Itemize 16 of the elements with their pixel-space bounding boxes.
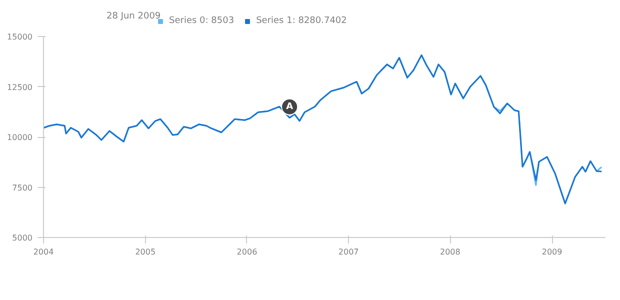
y-tick-label: 7500 [12,183,32,192]
x-tick-label: 2008 [440,248,460,256]
x-tick-label: 2006 [236,248,258,256]
x-tick-label: 2007 [338,248,359,256]
y-tick-label: 12500 [7,82,33,92]
x-tick-label: 2005 [135,248,156,256]
y-tick-label: 15000 [7,32,33,42]
legend-title: 28 Jun 2009 [106,12,161,22]
x-tick-label: 2004 [33,248,54,256]
line-series [44,54,602,204]
y-tick-label: 5000 [12,234,32,242]
legend-label: Series 0: 8503 [169,16,234,26]
y-tick-label: 10000 [7,133,33,142]
annotation: A [286,102,294,112]
x-tick-label: 2009 [542,248,562,256]
legend-label: Series 1: 8280.7402 [256,16,347,26]
